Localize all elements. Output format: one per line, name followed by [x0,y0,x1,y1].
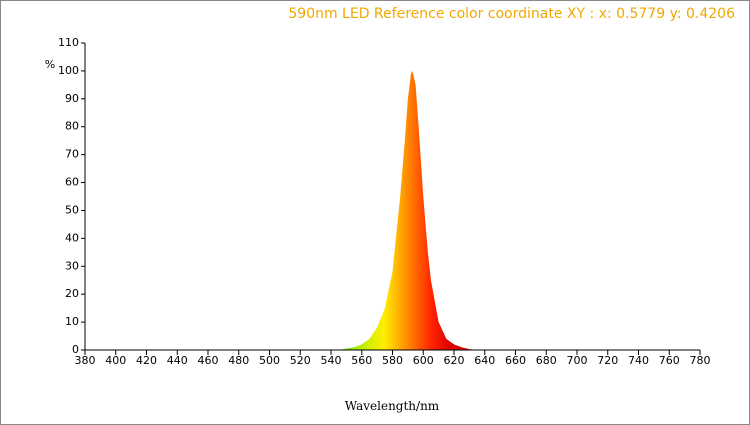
x-tick-label: 500 [259,354,280,367]
y-tick-label: 90 [65,92,79,105]
x-tick-label: 600 [413,354,434,367]
y-tick-label: 100 [58,64,79,77]
y-tick-label: 60 [65,176,79,189]
y-tick-label: 80 [65,120,79,133]
x-tick-label: 760 [659,354,680,367]
y-axis-label: % [45,58,55,71]
x-tick-label: 540 [321,354,342,367]
x-tick-label: 520 [290,354,311,367]
spectrum-area [338,70,478,350]
y-tick-label: 110 [58,36,79,49]
x-tick-label: 580 [382,354,403,367]
y-tick-label: 20 [65,287,79,300]
y-tick-label: 30 [65,259,79,272]
x-tick-label: 480 [228,354,249,367]
x-tick-label: 560 [351,354,372,367]
y-tick-label: 10 [65,315,79,328]
y-tick-label: 70 [65,148,79,161]
x-tick-label: 380 [75,354,96,367]
x-tick-label: 740 [628,354,649,367]
x-axis-label: Wavelength/nm [345,399,440,413]
y-tick-label: 0 [72,343,79,356]
x-tick-label: 780 [690,354,711,367]
x-tick-label: 680 [536,354,557,367]
x-tick-label: 440 [167,354,188,367]
x-tick-label: 660 [505,354,526,367]
x-tick-label: 420 [136,354,157,367]
x-tick-label: 720 [597,354,618,367]
x-tick-label: 400 [105,354,126,367]
x-tick-label: 620 [444,354,465,367]
y-tick-label: 50 [65,203,79,216]
x-tick-label: 460 [198,354,219,367]
chart-title: 590nm LED Reference color coordinate XY … [288,6,735,22]
x-tick-label: 700 [567,354,588,367]
x-tick-label: 640 [474,354,495,367]
y-tick-label: 40 [65,231,79,244]
